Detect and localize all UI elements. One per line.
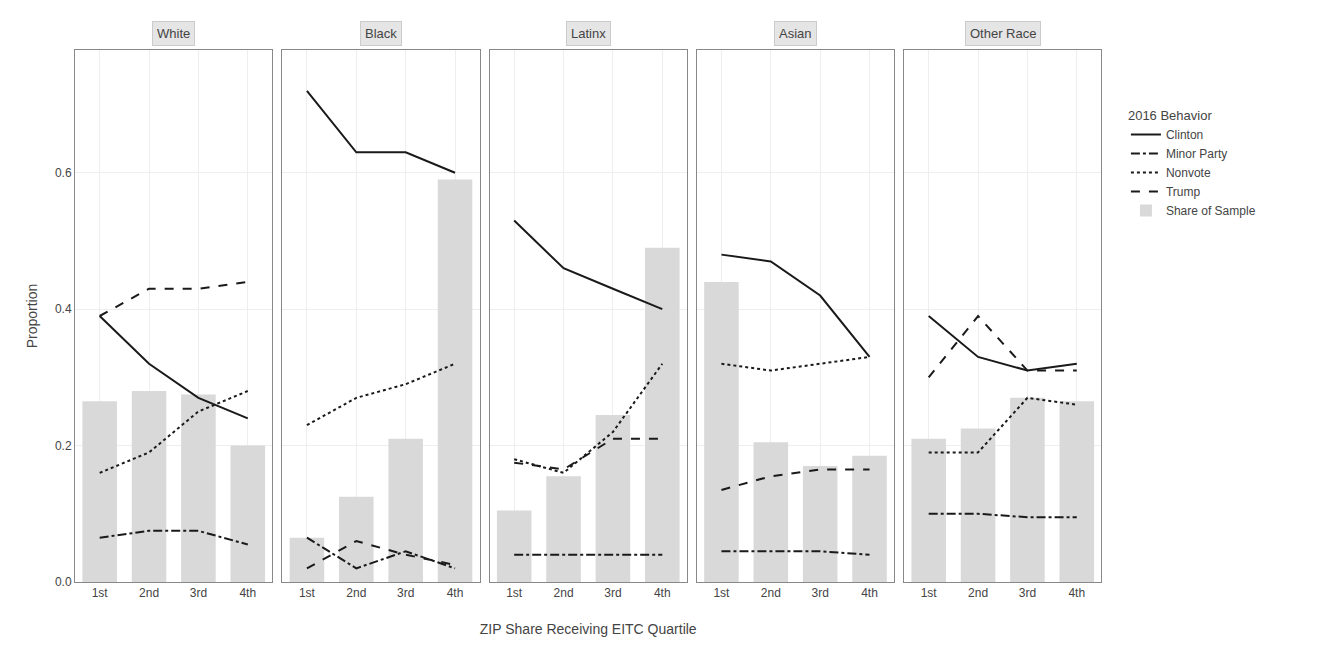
svg-text:Latinx: Latinx xyxy=(571,26,606,41)
svg-text:1st: 1st xyxy=(921,586,938,600)
svg-text:1st: 1st xyxy=(299,586,316,600)
svg-text:Asian: Asian xyxy=(779,26,812,41)
svg-text:0.6: 0.6 xyxy=(55,166,72,180)
svg-text:2nd: 2nd xyxy=(554,586,574,600)
svg-text:0.2: 0.2 xyxy=(55,439,72,453)
svg-text:1st: 1st xyxy=(506,586,523,600)
svg-text:Clinton: Clinton xyxy=(1166,128,1203,142)
svg-text:Share of Sample: Share of Sample xyxy=(1166,204,1256,218)
svg-text:4th: 4th xyxy=(239,586,256,600)
svg-text:ZIP Share Receiving EITC Quart: ZIP Share Receiving EITC Quartile xyxy=(480,621,697,637)
svg-text:2016 Behavior: 2016 Behavior xyxy=(1128,108,1213,123)
svg-text:Nonvote: Nonvote xyxy=(1166,166,1211,180)
svg-text:Other Race: Other Race xyxy=(970,26,1036,41)
svg-text:4th: 4th xyxy=(1068,586,1085,600)
svg-text:Minor Party: Minor Party xyxy=(1166,147,1227,161)
svg-text:White: White xyxy=(157,26,190,41)
svg-text:3rd: 3rd xyxy=(190,586,207,600)
svg-text:2nd: 2nd xyxy=(139,586,159,600)
svg-text:3rd: 3rd xyxy=(604,586,621,600)
svg-text:4th: 4th xyxy=(654,586,671,600)
svg-text:3rd: 3rd xyxy=(812,586,829,600)
svg-text:1st: 1st xyxy=(713,586,730,600)
svg-text:2nd: 2nd xyxy=(968,586,988,600)
svg-text:1st: 1st xyxy=(92,586,109,600)
svg-text:3rd: 3rd xyxy=(1019,586,1036,600)
svg-text:3rd: 3rd xyxy=(397,586,414,600)
svg-text:0.4: 0.4 xyxy=(55,302,72,316)
svg-text:2nd: 2nd xyxy=(346,586,366,600)
svg-text:4th: 4th xyxy=(861,586,878,600)
svg-text:2nd: 2nd xyxy=(761,586,781,600)
svg-text:Black: Black xyxy=(365,26,397,41)
svg-text:Proportion: Proportion xyxy=(24,284,40,349)
svg-text:Trump: Trump xyxy=(1166,185,1201,199)
svg-text:0.0: 0.0 xyxy=(55,575,72,589)
svg-text:4th: 4th xyxy=(447,586,464,600)
